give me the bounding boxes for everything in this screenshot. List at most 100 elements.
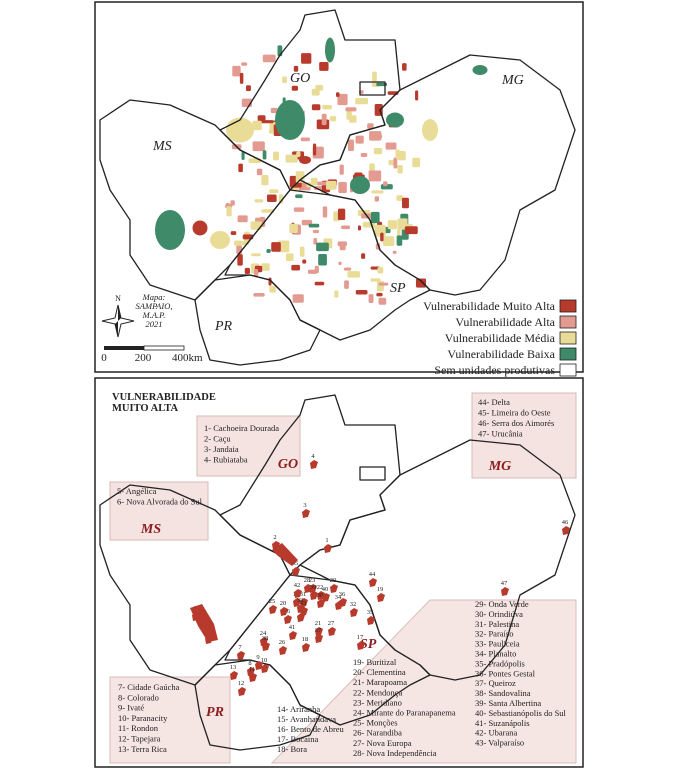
municipality xyxy=(396,235,403,246)
list-item: 21- Marapoama xyxy=(353,677,407,687)
municipality xyxy=(312,143,317,156)
credit: Mapa: xyxy=(142,292,166,302)
municipality xyxy=(246,85,251,92)
municipality xyxy=(343,267,352,271)
legend-label: Vulnerabilidade Baixa xyxy=(447,347,555,361)
municipality xyxy=(321,113,327,126)
state-label: PR xyxy=(214,319,233,334)
list-item: 14- Ariranha xyxy=(277,704,320,714)
legend-swatch xyxy=(559,331,577,345)
box-ms xyxy=(109,481,209,541)
municipality xyxy=(374,224,386,237)
map-number: 44 xyxy=(369,571,376,578)
municipality xyxy=(380,232,384,242)
scale-label: 200 xyxy=(135,352,152,364)
municipality xyxy=(378,297,387,305)
municipality xyxy=(338,261,342,265)
municipality-very-high xyxy=(324,544,332,553)
map-number: 43 xyxy=(300,600,307,607)
municipality-very-high xyxy=(310,460,318,469)
scale-label: 400km xyxy=(172,352,203,364)
scale-bar xyxy=(143,345,185,351)
list-item: 42- Ubarana xyxy=(475,728,517,738)
municipality xyxy=(301,53,312,64)
municipality xyxy=(296,151,301,157)
legend-swatch xyxy=(559,347,577,361)
map-number: 17 xyxy=(357,634,364,641)
map-number: 41 xyxy=(289,624,296,631)
municipality xyxy=(257,115,266,122)
municipality xyxy=(385,142,397,150)
municipality xyxy=(261,263,270,271)
municipality xyxy=(357,225,362,231)
municipality-very-high xyxy=(230,671,238,680)
map-number: 31 xyxy=(300,591,307,598)
municipality xyxy=(322,206,328,218)
municipality-very-high xyxy=(330,584,338,593)
map-number: 24 xyxy=(260,630,267,637)
municipality xyxy=(401,197,409,209)
municipality xyxy=(278,194,284,204)
municipality xyxy=(369,131,382,141)
municipality xyxy=(269,285,276,293)
list-item: 38- Sandovalina xyxy=(475,688,531,698)
list-item: 13- Terra Rica xyxy=(118,744,167,754)
municipality xyxy=(334,290,339,298)
state-label: SP xyxy=(390,281,406,296)
municipality-very-high xyxy=(501,587,509,596)
municipality-very-high xyxy=(284,615,292,624)
municipality-very-high xyxy=(300,607,308,616)
municipality xyxy=(312,229,320,234)
map-number: 28 xyxy=(304,577,311,584)
municipality xyxy=(210,231,230,249)
municipality xyxy=(361,253,366,259)
municipality xyxy=(395,149,400,159)
municipality xyxy=(377,267,384,274)
municipality-very-high xyxy=(294,589,302,598)
map-number: 35 xyxy=(367,609,374,616)
municipality xyxy=(256,168,263,176)
scale-bar xyxy=(104,346,144,350)
list-item: 40- Sebastianópolis do Sul xyxy=(475,708,567,718)
municipality xyxy=(291,264,301,271)
municipality xyxy=(335,92,340,98)
municipality xyxy=(225,202,230,207)
map-number: 16 xyxy=(284,608,291,615)
legend-label: Vulnerabilidade Média xyxy=(445,331,556,345)
map-number: 39 xyxy=(310,584,317,591)
map-number: 27 xyxy=(328,620,335,627)
municipality xyxy=(270,107,278,114)
municipality xyxy=(372,71,377,82)
municipality-patches xyxy=(155,37,488,305)
state-label: MG xyxy=(501,73,524,88)
municipality xyxy=(338,181,347,193)
municipality xyxy=(325,180,337,190)
municipality-very-high xyxy=(280,607,288,616)
map-number: 47 xyxy=(501,580,508,587)
municipality xyxy=(393,157,398,169)
municipality-very-high xyxy=(350,608,358,617)
municipality-very-high xyxy=(328,627,336,636)
municipality xyxy=(318,254,327,266)
municipality xyxy=(261,209,274,213)
municipality xyxy=(238,163,243,173)
municipality xyxy=(402,63,407,71)
municipality xyxy=(255,217,260,223)
municipality xyxy=(387,220,398,230)
title: VULNERABILIDADE xyxy=(112,392,216,403)
list-item: 25- Monções xyxy=(353,718,398,728)
municipality xyxy=(226,206,232,217)
municipality-very-high xyxy=(562,526,570,535)
map-number: 32 xyxy=(350,601,357,608)
municipality-very-high xyxy=(310,591,318,600)
municipality xyxy=(415,278,427,288)
list-item: 6- Nova Alvorada do Sul xyxy=(117,497,203,507)
list-item: 4- Rubiataba xyxy=(204,455,248,465)
municipality xyxy=(397,165,403,174)
municipality xyxy=(299,156,311,164)
municipality xyxy=(325,37,335,63)
municipality-very-high xyxy=(238,687,246,696)
list-item: 10- Paranacity xyxy=(118,713,168,723)
municipality xyxy=(347,271,360,278)
list-item: 18- Bora xyxy=(277,744,307,754)
